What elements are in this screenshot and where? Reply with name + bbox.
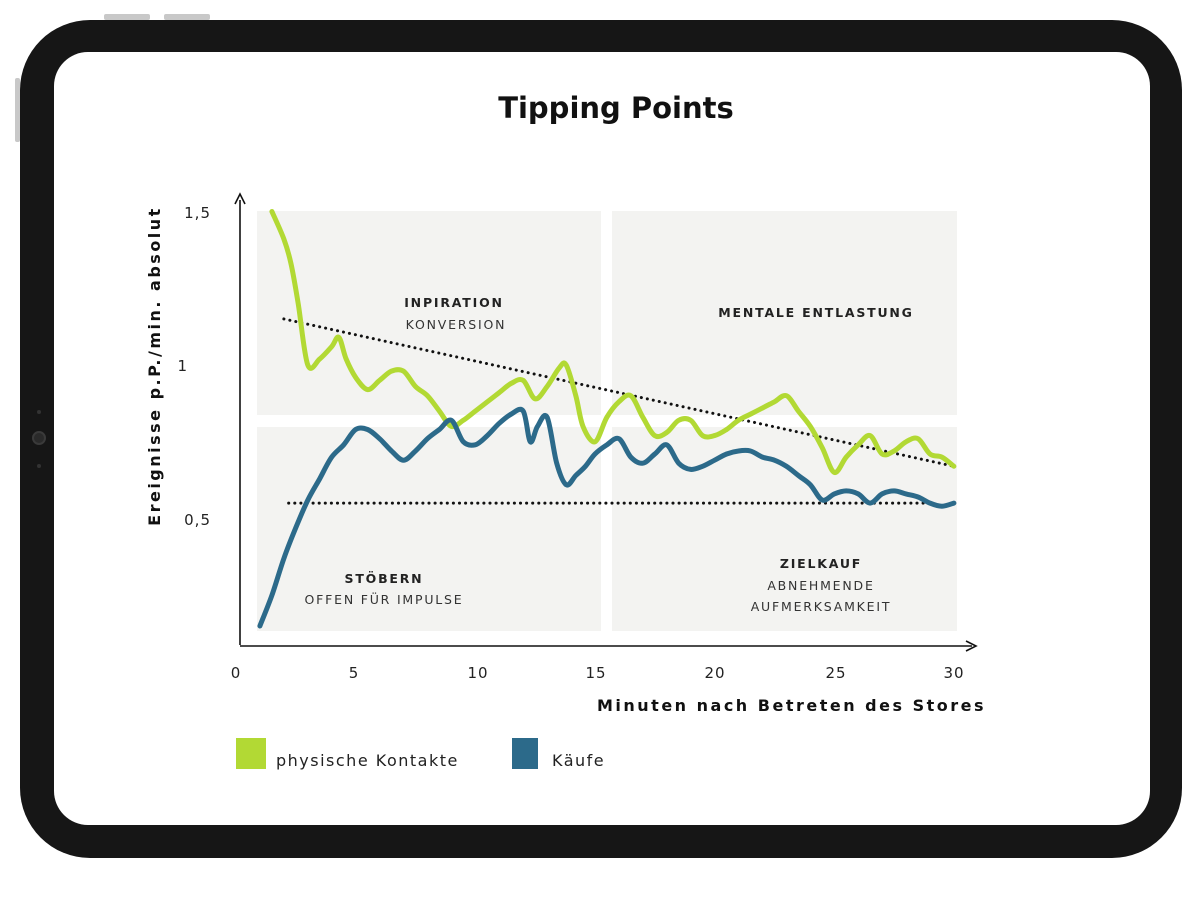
sensor-dot: [37, 464, 41, 468]
x-tick-label: 10: [467, 664, 488, 682]
legend-label-physical-contacts: physische Kontakte: [276, 751, 459, 770]
zone-target-purchase-background: [612, 427, 957, 631]
zone-target-purchase-subtitle-1: ABNEHMENDE: [767, 578, 874, 593]
zone-target-purchase-title: ZIELKAUF: [780, 556, 862, 571]
zone-browsing-background: [257, 427, 601, 631]
zone-target-purchase-subtitle-2: AUFMERKSAMKEIT: [751, 599, 892, 614]
x-tick-label: 15: [585, 664, 606, 682]
zone-inspiration-title: INPIRATION: [404, 295, 504, 310]
y-tick-label: 0,5: [184, 511, 211, 529]
series-line-physical-contacts: [269, 209, 957, 475]
x-tick-label: 0: [231, 664, 242, 682]
y-tick-label: 1,5: [184, 204, 211, 222]
x-tick-label: 20: [704, 664, 725, 682]
camera-icon: [32, 431, 46, 445]
series-line-purchases: [257, 406, 957, 629]
zone-browsing-subtitle: OFFEN FÜR IMPULSE: [305, 591, 464, 607]
legend-label-purchases: Käufe: [552, 751, 605, 770]
zone-inspiration-background: [257, 211, 601, 415]
sensor-dot: [37, 410, 41, 414]
volume-button: [104, 14, 150, 20]
chart-title: Tipping Points: [498, 91, 734, 125]
trendlines: [282, 317, 956, 505]
y-axis-arrow: [234, 192, 246, 205]
zone-browsing-title: STÖBERN: [345, 571, 424, 586]
x-tick-label: 5: [349, 664, 360, 682]
trendline-physical-contacts: [282, 317, 956, 468]
tablet-screen: [54, 52, 1150, 825]
power-button: [15, 78, 20, 142]
zone-inspiration-subtitle: KONVERSION: [406, 317, 507, 332]
x-tick-label: 30: [943, 664, 964, 682]
x-axis-arrow: [965, 640, 978, 652]
series-lines: [257, 209, 957, 629]
legend-swatch-purchases: [512, 738, 538, 769]
x-axis-title: Minuten nach Betreten des Stores: [597, 696, 986, 715]
x-tick-label: 25: [825, 664, 846, 682]
zone-mental-relief-background: [612, 211, 957, 415]
y-axis-title: Ereignisse p.P./min. absolut: [145, 206, 164, 526]
y-tick-label: 1: [177, 357, 188, 375]
volume-button: [164, 14, 210, 20]
zone-mental-relief-title: MENTALE ENTLASTUNG: [718, 305, 914, 320]
legend-swatch-physical-contacts: [236, 738, 266, 769]
